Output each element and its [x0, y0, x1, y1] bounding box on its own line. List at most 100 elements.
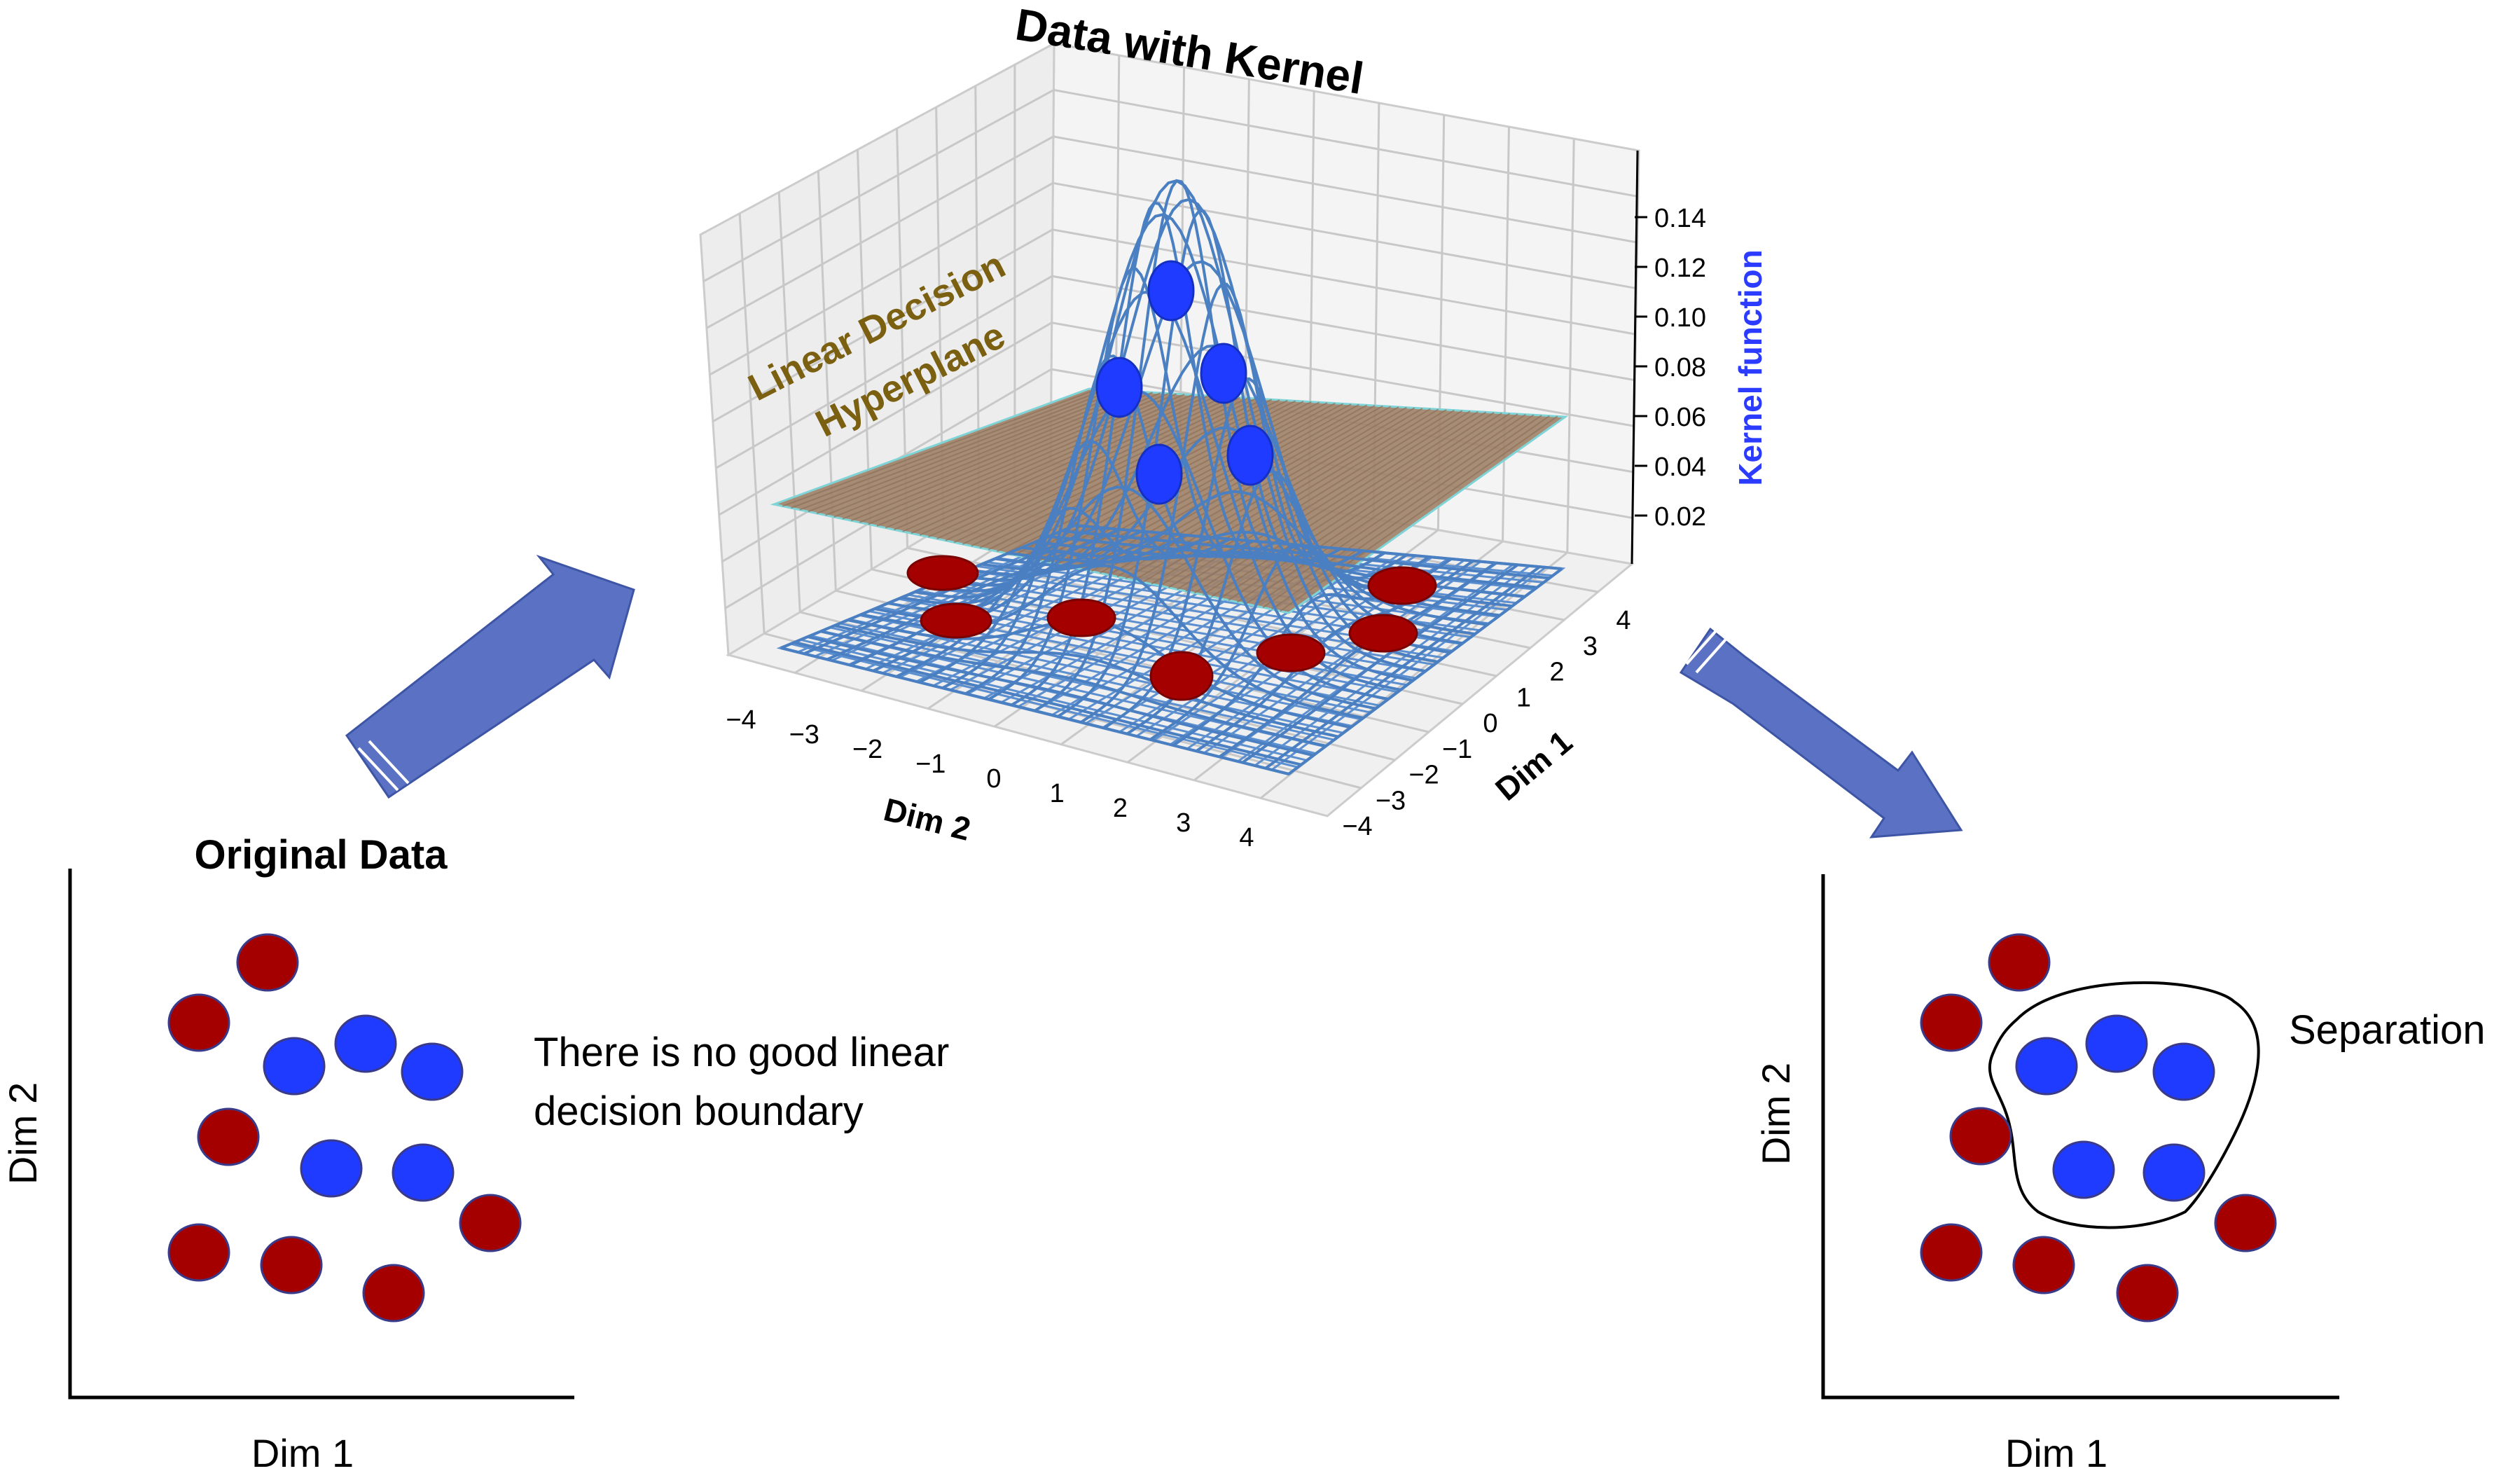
- surface-line: [1264, 565, 1541, 770]
- red-point: [906, 555, 979, 591]
- dim2-tick-label: 0: [986, 764, 1001, 794]
- left-red-points: [167, 933, 522, 1322]
- red-point: [1046, 598, 1116, 637]
- hyperplane-stripe: [1228, 413, 1511, 601]
- left-blue-points: [263, 1014, 464, 1202]
- blue-point: [2152, 1042, 2215, 1101]
- red-point: [260, 1236, 323, 1294]
- arrow-icon: [345, 554, 635, 799]
- z-tick-label: 0.10: [1654, 303, 1706, 333]
- right-x-axis-label: Dim 1: [2005, 1431, 2107, 1475]
- grid-line: [1053, 181, 1637, 290]
- grid-line: [1566, 138, 1575, 553]
- z-tick-label: 0.06: [1654, 403, 1706, 432]
- surface-line: [1218, 561, 1497, 759]
- red-point: [1920, 1223, 1983, 1282]
- hyperplane-stripe: [971, 399, 1273, 547]
- red-point: [459, 1194, 522, 1252]
- red-point: [236, 933, 299, 992]
- red-point: [2012, 1236, 2075, 1294]
- surface-line: [1241, 563, 1518, 764]
- z-tick-label: 0.12: [1654, 254, 1706, 283]
- dim2-tick-label: 2: [1113, 794, 1128, 823]
- separated-data-panel: Dim 2 Dim 1 Separation: [1754, 874, 2486, 1475]
- hyperplane-stripe: [1245, 413, 1526, 605]
- red-point: [1949, 1107, 2012, 1166]
- red-point: [1256, 633, 1326, 672]
- hyperplane-stripe: [1056, 403, 1352, 565]
- dim2-axis-ticks: −4 −3 −2 −1 0 1 2 3 4: [726, 705, 1254, 852]
- hyperplane-stripe: [1211, 412, 1495, 598]
- surface-line: [1008, 530, 1500, 617]
- right-blue-points: [2015, 1014, 2215, 1202]
- dim1-tick-label: −1: [1442, 735, 1472, 764]
- dim1-tick-label: −3: [1376, 786, 1406, 815]
- surface-line: [995, 490, 1488, 626]
- z-tick-label: 0.02: [1654, 502, 1706, 532]
- hyperplane-stripe: [808, 389, 1121, 513]
- arrow-to-separation: [1679, 626, 1963, 838]
- grid-line: [1052, 228, 1636, 336]
- hyperplane-stripe: [1185, 410, 1471, 592]
- dim2-axis-label: Dim 2: [880, 791, 974, 848]
- arrow-to-kernel: [345, 554, 635, 799]
- separation-boundary: [1988, 981, 2260, 1229]
- red-point: [920, 602, 992, 639]
- blue-point: [263, 1037, 326, 1096]
- dim2-tick-label: −4: [726, 705, 756, 735]
- floor-red-points: [906, 555, 1437, 701]
- hyperplane-stripe: [1271, 415, 1550, 610]
- hyperplane-stripe: [1202, 411, 1487, 596]
- hyperplane-stripe: [1193, 410, 1479, 594]
- mesh-line: [1254, 565, 1530, 767]
- red-point: [167, 1223, 230, 1282]
- surface-line: [1061, 530, 1550, 580]
- blue-point: [392, 1143, 455, 1202]
- red-point: [2214, 1194, 2277, 1252]
- dim1-tick-label: 3: [1583, 632, 1598, 661]
- red-point: [167, 993, 230, 1052]
- red-point: [197, 1107, 260, 1166]
- grid-line: [718, 322, 1053, 516]
- no-linear-boundary-note-line1: There is no good linear: [534, 1030, 949, 1075]
- blue-point: [1135, 443, 1183, 505]
- hyperplane-stripe: [979, 399, 1280, 548]
- right-plot-axes: [1821, 874, 2339, 1400]
- original-data-panel: Original Data Dim 2 Dim 1 There is no go…: [1, 832, 949, 1475]
- grid-line: [1502, 126, 1510, 541]
- z-axis-line: [1631, 150, 1639, 565]
- hyperplane-stripe: [833, 391, 1145, 518]
- grid-line: [1053, 88, 1639, 198]
- red-point: [1367, 566, 1437, 605]
- red-point: [2116, 1264, 2179, 1322]
- blue-point: [2015, 1037, 2078, 1096]
- grid-line: [817, 170, 837, 591]
- arrow-icon: [1679, 627, 1963, 838]
- dim1-tick-label: 1: [1516, 683, 1531, 712]
- blue-point: [1095, 357, 1143, 418]
- left-x-axis-label: Dim 1: [251, 1431, 354, 1475]
- hyperplane-stripe: [1236, 413, 1518, 603]
- hyperplane-stripe: [1262, 415, 1542, 609]
- blue-point: [300, 1139, 363, 1198]
- red-point: [1348, 614, 1418, 653]
- red-point: [1988, 933, 2051, 992]
- grid-line: [706, 135, 1054, 329]
- grid-line: [709, 182, 1054, 376]
- dim2-tick-label: 1: [1050, 779, 1065, 808]
- elevated-blue-points: [1095, 260, 1274, 505]
- grid-line: [1051, 322, 1635, 427]
- red-point: [362, 1264, 425, 1322]
- hyperplane-stripe: [894, 394, 1201, 531]
- red-point: [1920, 993, 1983, 1052]
- separation-annotation: Separation: [2289, 1007, 2486, 1053]
- right-y-axis-label: Dim 2: [1754, 1063, 1798, 1165]
- blue-point: [1147, 260, 1195, 322]
- hyperplane-stripe: [902, 395, 1209, 532]
- left-plot-axes: [68, 869, 574, 1400]
- grid-line: [777, 192, 801, 612]
- grid-line: [702, 89, 1055, 282]
- hyperplane-stripe: [1168, 409, 1455, 588]
- kernel-3d-panel: 0.140.120.100.080.060.040.02 −4 −3 −2 −1 0 1 2…: [699, 0, 1768, 852]
- red-point: [1149, 651, 1214, 701]
